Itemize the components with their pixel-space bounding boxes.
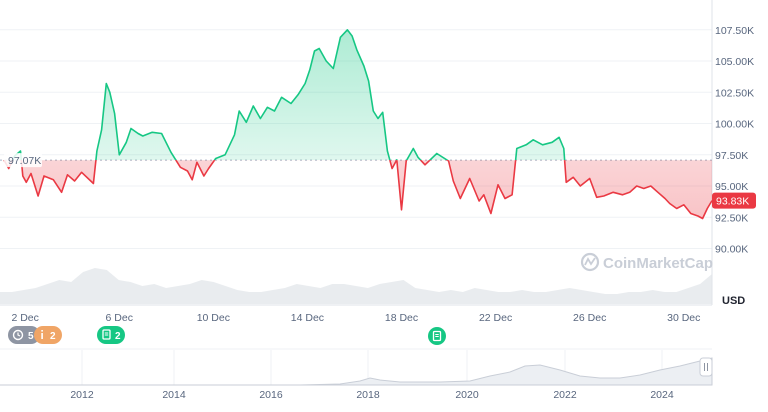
x-tick-label: 18 Dec: [385, 312, 418, 324]
marker-document-single[interactable]: [428, 327, 446, 345]
current-price-label: 93.83K: [716, 196, 749, 208]
y-tick-label: 97.50K: [715, 150, 748, 162]
y-axis: 107.50K 105.00K 102.50K 100.00K 97.50K 95.00K…: [715, 25, 754, 256]
y-tick-label: 102.50K: [715, 87, 754, 99]
y-tick-label: 100.00K: [715, 119, 754, 131]
marker-document-count: 2: [115, 331, 121, 342]
info-icon: [41, 330, 43, 339]
drag-handle-icon[interactable]: [699, 357, 713, 377]
event-markers: 5 2 2: [8, 326, 446, 345]
y-tick-label: 107.50K: [715, 25, 754, 37]
price-line-up: [3, 29, 566, 161]
current-price-tag: 93.83K: [712, 192, 756, 209]
marker-clock-count: 5: [28, 331, 34, 342]
y-tick-label: 90.00K: [715, 244, 748, 256]
volume-area: [0, 268, 712, 304]
price-lines: [3, 29, 712, 220]
marker-document[interactable]: 2: [97, 326, 125, 344]
x-tick-label: 22 Dec: [479, 312, 512, 324]
document-icon: [432, 330, 442, 342]
volume-bars: [0, 268, 712, 304]
marker-info[interactable]: 2: [34, 326, 62, 344]
y-tick-label: 95.00K: [715, 181, 748, 193]
x-axis: 2 Dec 6 Dec 10 Dec 14 Dec 18 Dec 22 Dec 26 Dec…: [11, 312, 700, 324]
marker-info-count: 2: [50, 331, 56, 342]
price-line-down: [3, 160, 712, 220]
y-tick-label: 92.50K: [715, 212, 748, 224]
x-tick-label: 26 Dec: [573, 312, 606, 324]
navigator-year-label: 2016: [259, 389, 283, 401]
baseline-tag: 97.07K: [4, 153, 42, 168]
coinmarketcap-logo-icon: [580, 252, 600, 272]
navigator-year-label: 2012: [70, 389, 94, 401]
navigator-year-label: 2020: [455, 389, 479, 401]
area-above-baseline: [4, 29, 712, 161]
navigator-history-area: [0, 357, 713, 386]
range-navigator[interactable]: 2012 2014 2016 2018 2020 2022 2024: [0, 348, 713, 401]
unit-label: USD: [722, 295, 745, 307]
marker-clock[interactable]: 5: [8, 326, 40, 344]
watermark: CoinMarketCap: [580, 252, 713, 272]
navigator-year-labels: 2012 2014 2016 2018 2020 2022 2024: [70, 389, 674, 401]
x-tick-label: 2 Dec: [11, 312, 38, 324]
x-tick-label: 14 Dec: [291, 312, 324, 324]
x-tick-label: 6 Dec: [106, 312, 133, 324]
navigator-year-label: 2024: [650, 389, 674, 401]
price-areas: [4, 29, 712, 219]
navigator-year-label: 2022: [553, 389, 577, 401]
document-icon: [102, 329, 111, 340]
navigator-year-label: 2014: [162, 389, 186, 401]
x-tick-label: 30 Dec: [667, 312, 700, 324]
baseline-label: 97.07K: [8, 155, 41, 167]
x-tick-label: 10 Dec: [197, 312, 230, 324]
clock-icon: [12, 329, 24, 341]
navigator-year-label: 2018: [356, 389, 380, 401]
y-tick-label: 105.00K: [715, 56, 754, 68]
area-below-baseline: [4, 160, 712, 219]
watermark-text: CoinMarketCap: [603, 255, 713, 272]
